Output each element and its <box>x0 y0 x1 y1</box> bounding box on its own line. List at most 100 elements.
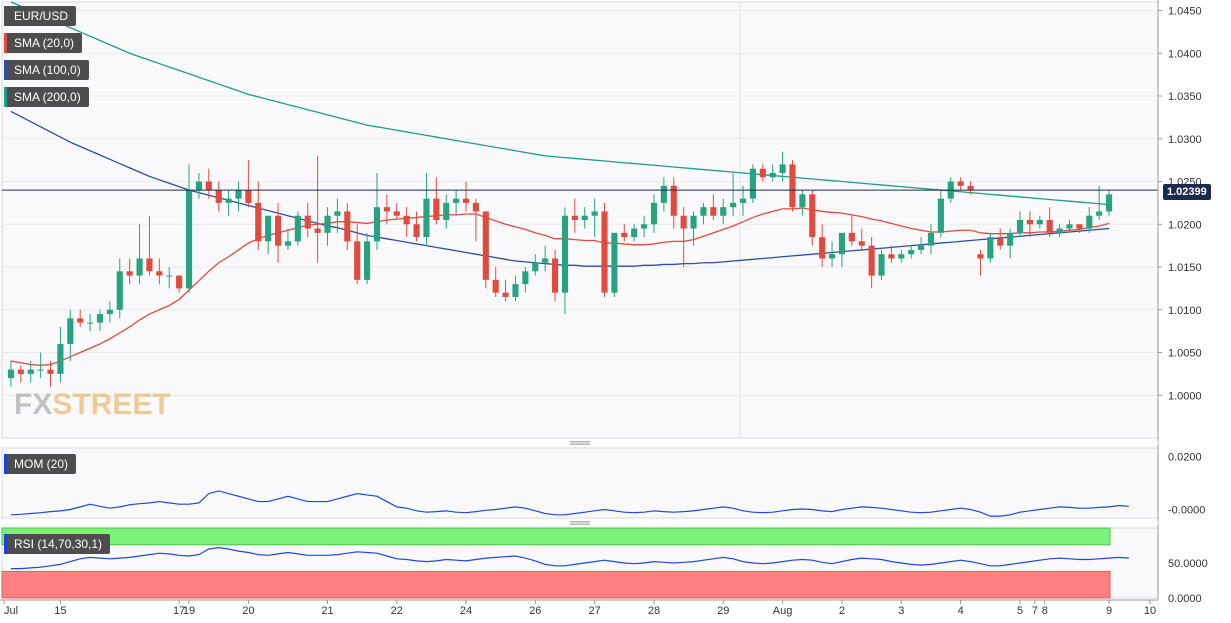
candle-body <box>730 202 737 208</box>
candle-body <box>482 211 489 280</box>
candle <box>512 275 519 302</box>
candle-body <box>1086 215 1093 229</box>
candle-body <box>166 275 173 277</box>
candle-body <box>57 343 64 374</box>
candle-body <box>512 284 519 297</box>
candle <box>185 164 193 293</box>
candle-body <box>591 211 598 216</box>
candle-body <box>393 211 400 216</box>
candle-body <box>67 318 74 344</box>
candle-body <box>265 215 272 242</box>
candle <box>641 215 648 238</box>
candle <box>799 190 806 216</box>
candle-body <box>413 224 420 238</box>
candle <box>670 177 677 229</box>
candle-body <box>937 198 944 233</box>
rsi-series <box>10 546 1129 570</box>
candle <box>1046 207 1053 238</box>
candle-body <box>581 215 588 220</box>
legend-rsi[interactable]: RSI (14,70,30,1) <box>4 534 111 554</box>
candle <box>997 228 1004 250</box>
candle-body <box>690 215 697 229</box>
candle-body <box>47 369 54 374</box>
candle <box>57 326 64 383</box>
legend-symbol[interactable]: EUR/USD <box>4 6 77 26</box>
axes <box>0 0 1159 601</box>
candle-body <box>551 258 559 293</box>
candle-body <box>571 215 578 220</box>
candle-body <box>868 245 875 276</box>
candle-body <box>1076 224 1083 229</box>
mom-tick-label: 0.0200 <box>1168 451 1202 463</box>
candle <box>1016 211 1024 238</box>
candle-body <box>720 207 727 216</box>
candle-body <box>443 202 450 220</box>
candle-body <box>304 215 311 229</box>
candle <box>116 258 123 319</box>
price-tick-label: 1.0400 <box>1168 48 1202 60</box>
candle-body <box>284 241 292 246</box>
candle-body <box>156 271 163 276</box>
rsi-tick-label: 0.0000 <box>1168 593 1202 605</box>
candle-body <box>492 279 499 293</box>
candle <box>195 172 202 199</box>
sma200-series <box>10 1 1110 206</box>
mom-line <box>10 490 1129 517</box>
candle-body <box>987 237 994 259</box>
legend-mom-label: MOM (20) <box>14 457 68 471</box>
candle-body <box>621 232 628 238</box>
candle-body <box>27 369 34 374</box>
candle-body <box>77 318 84 323</box>
candle <box>255 181 262 250</box>
candle-body <box>433 198 440 220</box>
candle <box>868 237 875 289</box>
candle <box>720 198 727 225</box>
candle-body <box>927 232 935 246</box>
candle-body <box>106 309 113 315</box>
candle <box>294 211 301 246</box>
candle <box>650 194 658 233</box>
candle-body <box>314 228 321 233</box>
tick-labels: 1.04501.04001.03501.03001.02501.02001.01… <box>3 6 1208 617</box>
panel-dividers[interactable] <box>0 441 1158 525</box>
candle <box>1056 224 1063 238</box>
candle <box>126 258 133 285</box>
candle-body <box>838 232 846 255</box>
legend-sma20[interactable]: SMA (20,0) <box>4 33 83 53</box>
candle <box>225 190 232 216</box>
candle-body <box>462 198 470 203</box>
candle-body <box>215 190 222 203</box>
legend-sma100[interactable]: SMA (100,0) <box>4 60 89 80</box>
candle-body <box>650 202 658 225</box>
candle-body <box>641 224 648 229</box>
candle-body <box>423 198 430 238</box>
sma100-line <box>10 110 1110 267</box>
candle <box>789 160 796 212</box>
rsi-oversold-zone <box>1 570 1111 599</box>
time-tick-label: 3 <box>898 605 904 617</box>
candle-body <box>354 241 361 280</box>
candle-body <box>383 207 390 212</box>
legend-sma200[interactable]: SMA (200,0) <box>4 87 89 107</box>
candle <box>482 211 489 289</box>
candle <box>898 249 905 263</box>
candle-body <box>749 168 756 199</box>
candle-body <box>809 194 816 238</box>
candle <box>710 194 717 220</box>
candle <box>759 164 766 182</box>
legend-mom[interactable]: MOM (20) <box>4 454 76 474</box>
candle <box>433 177 440 225</box>
candle-body <box>255 202 262 242</box>
candle-body <box>522 271 529 285</box>
candle <box>27 361 34 383</box>
candle <box>551 249 559 302</box>
candle-body <box>1016 220 1024 233</box>
candle <box>690 211 697 246</box>
time-tick-label: 2 <box>839 605 845 617</box>
candle <box>146 215 153 276</box>
candle <box>462 181 470 212</box>
time-tick-label: 8 <box>1042 605 1048 617</box>
candle <box>472 198 479 242</box>
rsi-tick-label: 50.0000 <box>1168 558 1208 570</box>
candle-body <box>37 369 44 371</box>
